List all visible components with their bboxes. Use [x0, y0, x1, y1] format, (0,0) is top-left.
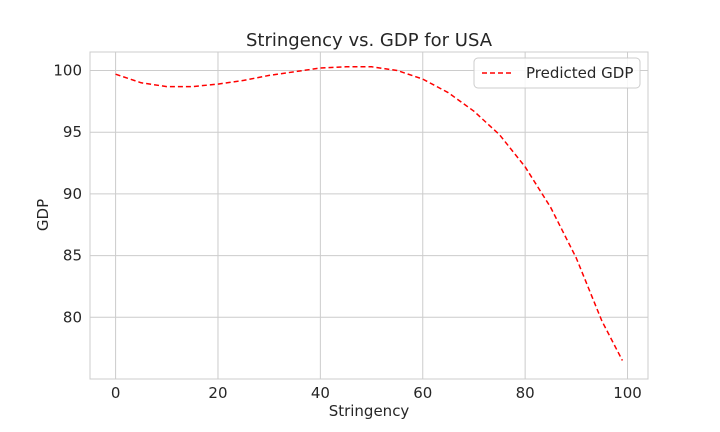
x-tick-label: 40	[311, 384, 330, 402]
x-axis-label: Stringency	[329, 402, 410, 420]
x-tick-label: 0	[111, 384, 121, 402]
plot-area-frame	[89, 51, 649, 380]
legend: Predicted GDP	[473, 57, 641, 89]
series-layer	[115, 66, 624, 361]
x-tick-label: 20	[208, 384, 227, 402]
legend-box	[473, 57, 641, 89]
y-axis-label: GDP	[34, 199, 52, 231]
y-tick-label: 95	[63, 123, 82, 141]
series-line-predicted-gdp	[115, 66, 624, 361]
legend-label: Predicted GDP	[526, 64, 633, 82]
x-tick-label: 60	[413, 384, 432, 402]
y-tick-label: 100	[53, 62, 82, 80]
x-tick-label: 80	[516, 384, 535, 402]
y-tick-labels: 80 85 90 95 100	[53, 62, 82, 327]
y-tick-label: 80	[63, 308, 82, 326]
x-tick-labels: 0 20 40 60 80 100	[111, 384, 642, 402]
chart-title: Stringency vs. GDP for USA	[246, 30, 493, 51]
y-tick-label: 85	[63, 247, 82, 265]
x-tick-label: 100	[613, 384, 642, 402]
y-tick-label: 90	[63, 185, 82, 203]
